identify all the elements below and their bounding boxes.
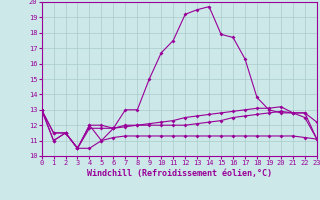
X-axis label: Windchill (Refroidissement éolien,°C): Windchill (Refroidissement éolien,°C) (87, 169, 272, 178)
